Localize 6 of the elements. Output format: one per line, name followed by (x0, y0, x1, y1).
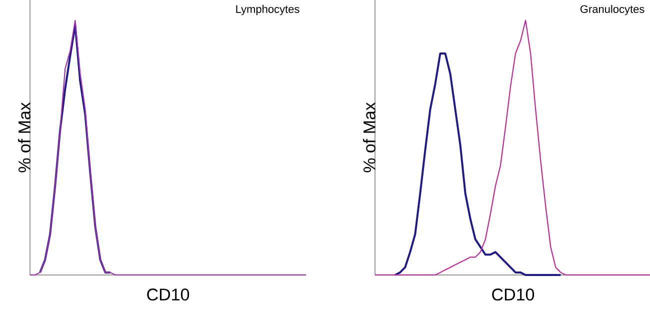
chart-title: Granulocytes (580, 4, 644, 16)
y-axis-title: % of Max (363, 102, 376, 172)
x-axis-title: CD10 (492, 288, 534, 301)
x-axis-title: CD10 (147, 288, 190, 301)
y-axis-title: % of Max (18, 102, 30, 172)
chart-title: Lymphocytes (236, 4, 300, 16)
